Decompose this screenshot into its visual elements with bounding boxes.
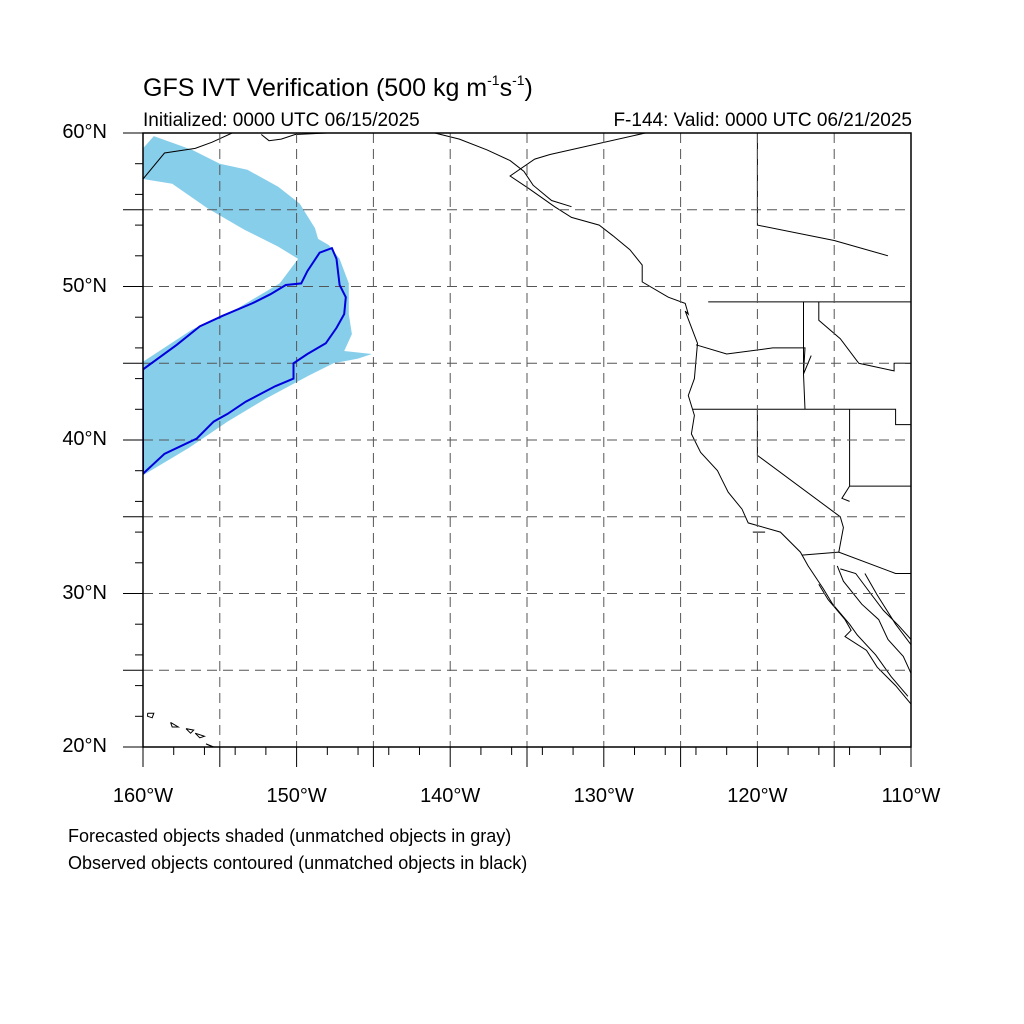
boundary-idaho-west	[803, 301, 806, 410]
boundary-hawaii-2	[170, 721, 181, 728]
boundary-hawaii-1	[147, 712, 155, 719]
boundary-ca-nv	[756, 409, 844, 553]
boundary-alaska-panhandle	[434, 133, 572, 208]
boundary-sonora-coast	[864, 573, 911, 646]
init-time-label: Initialized: 0000 UTC 06/15/2025	[143, 110, 420, 131]
boundary-canada-coast-inland	[756, 133, 889, 257]
lat-tick-label: 30°N	[62, 581, 107, 604]
boundary-alaska-kenai	[260, 133, 328, 142]
boundary-gulf-california	[836, 565, 911, 674]
boundary-baja-west	[818, 584, 911, 705]
caption-forecast: Forecasted objects shaded (unmatched obj…	[68, 826, 512, 846]
forecast-object	[143, 136, 372, 476]
boundary-coast-na	[509, 133, 909, 697]
boundary-hawaii-5	[205, 743, 215, 747]
lat-tick-label: 20°N	[62, 735, 107, 757]
forecast-objects-layer	[143, 136, 372, 476]
lon-tick-label: 160°W	[112, 785, 174, 807]
observed-objects-layer	[143, 246, 347, 476]
boundary-or-ca-nv-id	[692, 408, 911, 426]
boundary-hawaii-3	[185, 728, 195, 734]
lat-tick-label: 60°N	[62, 121, 107, 143]
lon-tick-label: 150°W	[266, 785, 327, 807]
observed-object-contour	[143, 246, 347, 476]
boundary-mainland-mexico-coast	[840, 568, 911, 640]
boundary-us-mexico-border	[801, 551, 911, 574]
map-frame	[123, 132, 912, 767]
caption-observed: Observed objects contoured (unmatched ob…	[68, 853, 528, 873]
lon-tick-label: 110°W	[881, 785, 941, 807]
lat-tick-label: 50°N	[62, 274, 107, 297]
valid-time-label: F-144: Valid: 0000 UTC 06/21/2025	[613, 110, 912, 131]
graticule-layer	[143, 133, 911, 747]
lon-tick-label: 120°W	[727, 785, 788, 807]
chart-title: GFS IVT Verification (500 kg m-1s-1)	[143, 72, 533, 102]
lat-tick-label: 40°N	[62, 428, 107, 450]
boundary-hawaii-4	[194, 732, 206, 739]
boundary-wa-or	[695, 344, 812, 375]
boundary-idaho-montana	[818, 301, 911, 372]
boundary-alaska-coast	[143, 133, 233, 180]
lon-tick-label: 140°W	[420, 785, 481, 807]
boundary-nv-az-ut	[841, 409, 851, 502]
lon-tick-label: 130°W	[573, 785, 634, 807]
